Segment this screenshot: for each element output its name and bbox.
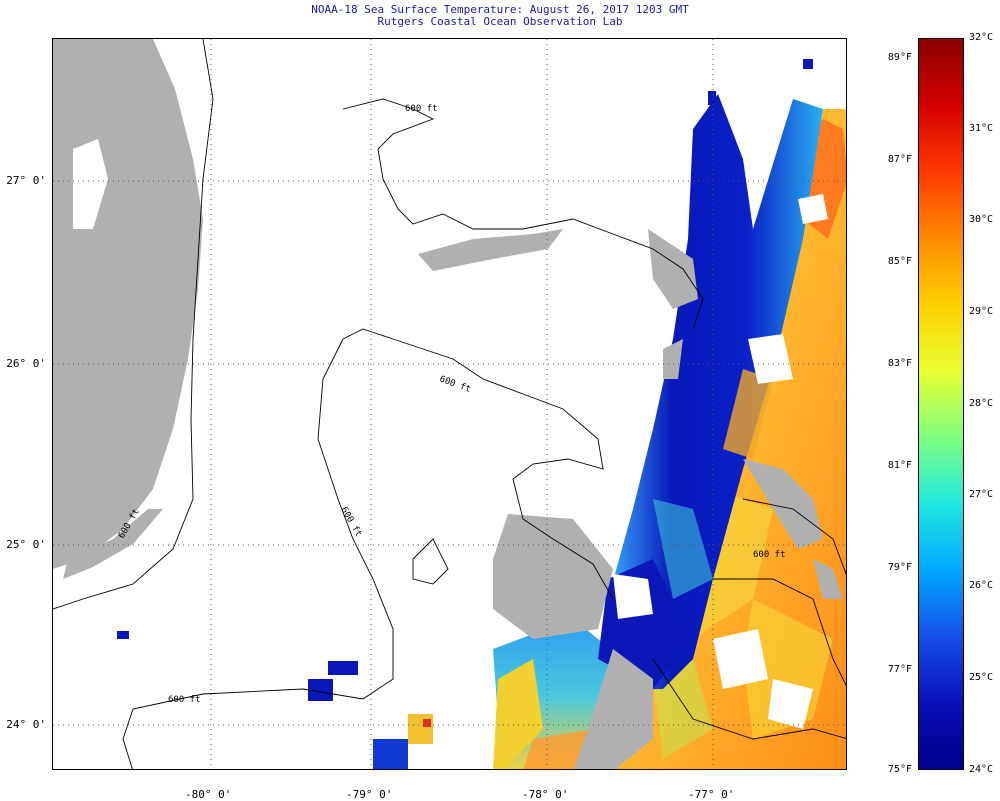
colorbar-c-label: 27°C bbox=[969, 489, 994, 500]
lon-label: -77° 0' bbox=[688, 788, 735, 801]
contour-label: 600 ft bbox=[438, 374, 472, 395]
colorbar-c-label: 31°C bbox=[969, 123, 994, 134]
contour-label: 600 ft bbox=[753, 550, 786, 560]
lon-label: -80° 0' bbox=[185, 788, 232, 801]
colorbar-f-label: 87°F bbox=[887, 154, 912, 165]
lon-label: -78° 0' bbox=[522, 788, 569, 801]
colorbar-c-label: 24°C bbox=[969, 764, 994, 775]
cloud-patches bbox=[613, 194, 828, 729]
lon-label: -79° 0' bbox=[346, 788, 393, 801]
contour-label: 600 ft bbox=[405, 104, 438, 114]
colorbar-f-label: 83°F bbox=[887, 358, 912, 369]
colorbar-c-label: 29°C bbox=[969, 306, 994, 317]
sst-scattered-pixels bbox=[117, 59, 813, 769]
florida-land bbox=[53, 39, 203, 569]
colorbar-c-label: 30°C bbox=[969, 214, 994, 225]
colorbar-f-label: 85°F bbox=[887, 256, 912, 267]
colorbar-c-label: 25°C bbox=[969, 672, 994, 683]
andros-land bbox=[493, 514, 613, 639]
colorbar-f-label: 89°F bbox=[887, 52, 912, 63]
map-subtitle: Rutgers Coastal Ocean Observation Lab bbox=[377, 15, 623, 28]
map-title: NOAA-18 Sea Surface Temperature: August … bbox=[311, 3, 689, 16]
colorbar-f-label: 75°F bbox=[887, 764, 912, 775]
contour-label: 600 ft bbox=[168, 695, 201, 705]
colorbar-c-label: 26°C bbox=[969, 580, 994, 591]
map-grid bbox=[53, 39, 846, 769]
colorbar-c-label: 32°C bbox=[969, 32, 994, 43]
lake-okeechobee bbox=[73, 139, 108, 229]
lat-label: 24° 0' bbox=[6, 718, 46, 731]
colorbar-f-label: 81°F bbox=[887, 460, 912, 471]
lat-label: 26° 0' bbox=[6, 357, 46, 370]
sst-map: 600 ft 600 ft 600 ft 600 ft 600 ft 600 f… bbox=[52, 38, 847, 770]
temperature-colorbar bbox=[918, 38, 964, 770]
colorbar-c-label: 28°C bbox=[969, 398, 994, 409]
isobath-lines bbox=[53, 39, 846, 769]
lat-label: 25° 0' bbox=[6, 538, 46, 551]
colorbar-f-label: 79°F bbox=[887, 562, 912, 573]
lat-label: 27° 0' bbox=[6, 174, 46, 187]
colorbar-f-label: 77°F bbox=[887, 664, 912, 675]
